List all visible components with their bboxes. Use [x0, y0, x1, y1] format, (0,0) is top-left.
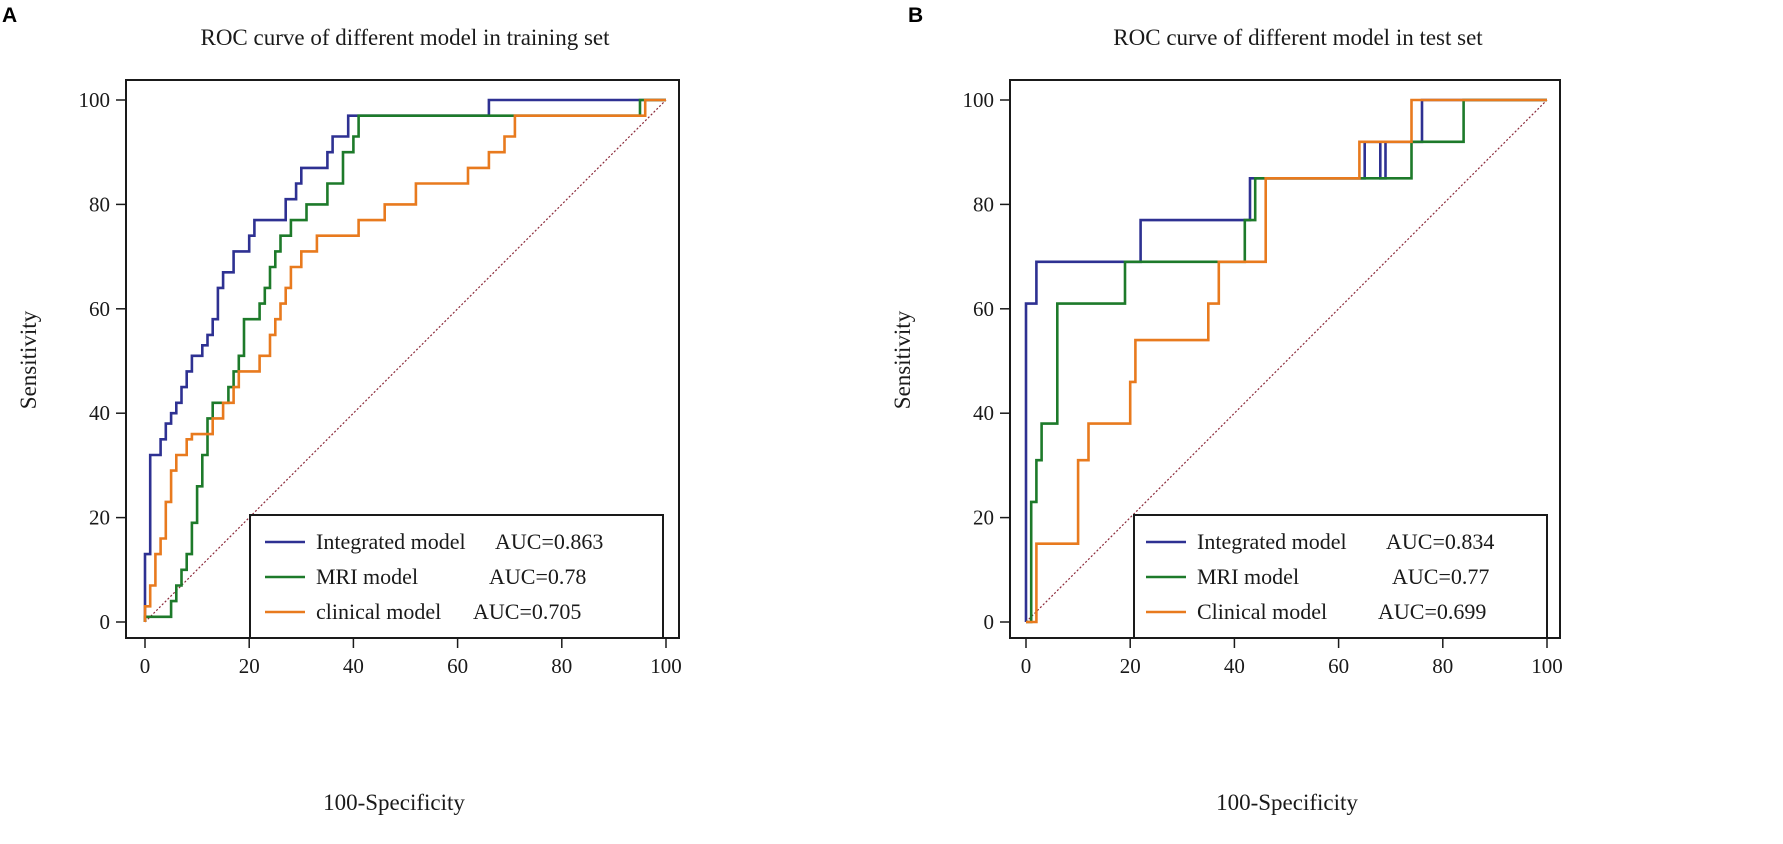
ticks-b: 0 20 40 60 80 100 0 20 40 60 80 100 — [963, 88, 1563, 678]
x-axis-label-b: 100-Specificity — [1216, 790, 1358, 815]
chart-title-a: ROC curve of different model in training… — [200, 25, 610, 50]
legend-box-a — [249, 514, 664, 639]
curves-b — [1024, 98, 1547, 624]
x-tick-label-a-40: 40 — [343, 654, 364, 678]
plot-frame-a — [125, 79, 680, 639]
y-tick-label-b-100: 100 — [963, 88, 995, 112]
y-tick-label-a-80: 80 — [89, 192, 110, 216]
x-axis-label-a: 100-Specificity — [323, 790, 465, 815]
x-tick-label-b-40: 40 — [1224, 654, 1245, 678]
legend-a: Integrated model AUC=0.863 MRI model AUC… — [249, 514, 664, 639]
y-tick-label-b-80: 80 — [973, 192, 994, 216]
y-tick-label-a-60: 60 — [89, 297, 110, 321]
x-tick-label-a-0: 0 — [140, 654, 151, 678]
x-tick-label-a-20: 20 — [239, 654, 260, 678]
plot-frame-b — [1009, 79, 1561, 639]
legend-auc-integrated-b: AUC=0.834 — [1386, 529, 1494, 554]
legend-auc-clinical-a: AUC=0.705 — [473, 599, 581, 624]
legend-auc-clinical-b: AUC=0.699 — [1378, 599, 1486, 624]
roc-curve-mri-model-a — [143, 98, 666, 622]
legend-auc-mri-b: AUC=0.77 — [1392, 564, 1489, 589]
panel-letter-b: B — [908, 4, 923, 27]
x-tick-label-a-100: 100 — [650, 654, 682, 678]
reference-diagonal-b — [1025, 99, 1548, 623]
y-tick-label-a-40: 40 — [89, 401, 110, 425]
y-tick-label-a-100: 100 — [79, 88, 111, 112]
roc-curve-clinical-model-b — [1026, 98, 1547, 624]
panel-b: B ROC curve of different model in test s… — [890, 4, 1563, 815]
chart-title-b: ROC curve of different model in test set — [1113, 25, 1483, 50]
legend-name-mri-b: MRI model — [1197, 564, 1299, 589]
y-tick-label-b-20: 20 — [973, 506, 994, 530]
y-tick-label-b-0: 0 — [984, 610, 995, 634]
y-tick-label-a-0: 0 — [100, 610, 111, 634]
x-tick-label-b-0: 0 — [1021, 654, 1032, 678]
panel-letter-a: A — [2, 4, 17, 27]
legend-name-integrated-a: Integrated model — [316, 529, 466, 554]
legend-name-clinical-b: Clinical model — [1197, 599, 1327, 624]
curves-a — [143, 98, 666, 622]
ticks-a: 0 20 40 60 80 100 0 20 40 60 80 100 — [79, 88, 682, 678]
legend-name-integrated-b: Integrated model — [1197, 529, 1347, 554]
x-tick-label-b-60: 60 — [1328, 654, 1349, 678]
x-tick-label-b-100: 100 — [1531, 654, 1563, 678]
legend-auc-mri-a: AUC=0.78 — [489, 564, 586, 589]
x-tick-label-a-80: 80 — [551, 654, 572, 678]
y-tick-label-b-60: 60 — [973, 297, 994, 321]
y-tick-label-a-20: 20 — [89, 506, 110, 530]
panel-a: A ROC curve of different model in traini… — [2, 4, 682, 815]
y-tick-label-b-40: 40 — [973, 401, 994, 425]
legend-name-mri-a: MRI model — [316, 564, 418, 589]
legend-auc-integrated-a: AUC=0.863 — [495, 529, 603, 554]
roc-curve-mri-model-b — [1026, 98, 1547, 624]
roc-curve-integrated-model-a — [143, 98, 666, 622]
x-tick-label-b-80: 80 — [1432, 654, 1453, 678]
legend-name-clinical-a: clinical model — [316, 599, 441, 624]
y-axis-label-a: Sensitivity — [16, 310, 41, 409]
roc-curve-clinical-model-a — [143, 98, 666, 622]
legend-b: Integrated model AUC=0.834 MRI model AUC… — [1133, 514, 1548, 639]
x-tick-label-a-60: 60 — [447, 654, 468, 678]
y-axis-label-b: Sensitivity — [890, 310, 915, 409]
x-tick-label-b-20: 20 — [1120, 654, 1141, 678]
legend-box-b — [1133, 514, 1548, 639]
reference-diagonal-a — [144, 99, 667, 623]
